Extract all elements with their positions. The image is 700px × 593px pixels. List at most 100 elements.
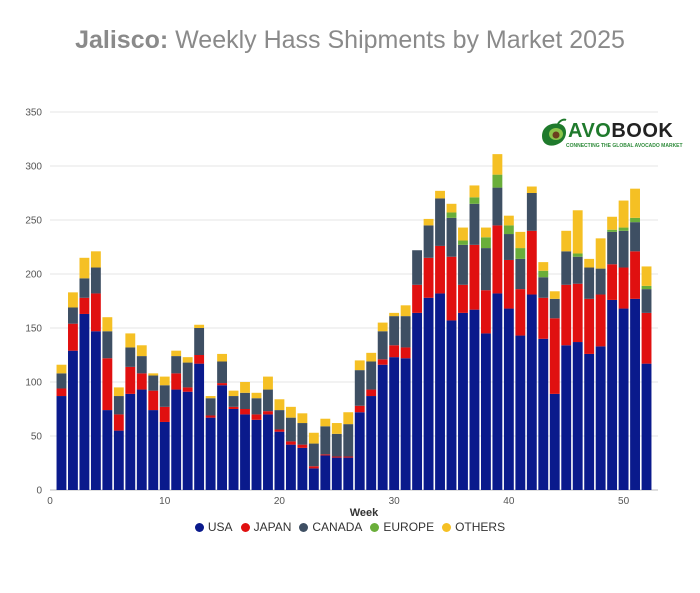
bar-usa-week-51 (630, 298, 640, 490)
bar-canada-week-17 (240, 392, 250, 409)
bar-usa-week-2 (68, 350, 78, 490)
bar-japan-week-33 (423, 257, 434, 298)
bar-japan-week-9 (148, 390, 159, 411)
bar-japan-week-32 (412, 284, 423, 313)
bar-others-week-13 (194, 324, 205, 328)
bar-usa-week-33 (423, 297, 434, 490)
bar-canada-week-42 (526, 193, 537, 231)
bar-europe-week-41 (515, 248, 526, 259)
bar-japan-week-36 (458, 284, 468, 313)
bar-japan-week-7 (125, 366, 136, 394)
bar-japan-week-44 (549, 318, 560, 394)
bar-europe-week-49 (607, 229, 618, 232)
y-tick-label: 350 (25, 108, 42, 119)
legend-label-others: OTHERS (455, 520, 506, 534)
bar-japan-week-26 (343, 456, 354, 458)
bar-others-week-50 (618, 200, 629, 228)
bar-japan-week-31 (400, 347, 411, 359)
bar-canada-week-9 (148, 375, 159, 391)
legend: USA JAPAN CANADA EUROPE OTHERS (0, 520, 700, 534)
bar-usa-week-8 (136, 389, 147, 490)
bar-others-week-39 (492, 154, 503, 175)
bar-usa-week-7 (125, 393, 136, 490)
chart-title-rest: Weekly Hass Shipments by Market 2025 (168, 26, 625, 54)
bar-japan-week-27 (354, 405, 365, 413)
bar-usa-week-37 (469, 309, 480, 490)
bar-japan-week-52 (641, 312, 652, 364)
avobook-logo: AVOBOOK CONNECTING THE GLOBAL AVOCADO MA… (538, 118, 683, 152)
bar-usa-week-40 (503, 308, 514, 490)
bar-japan-week-51 (630, 251, 640, 299)
bar-usa-week-11 (171, 389, 182, 490)
bar-usa-week-46 (572, 342, 583, 490)
bar-canada-week-25 (331, 433, 342, 457)
bar-japan-week-25 (331, 456, 342, 458)
bar-japan-week-11 (171, 373, 182, 390)
bar-japan-week-50 (618, 267, 629, 309)
bar-others-week-45 (561, 230, 572, 252)
bar-japan-week-20 (274, 429, 285, 432)
bar-canada-week-10 (159, 385, 170, 407)
bar-canada-week-33 (423, 225, 434, 258)
bar-others-week-4 (90, 251, 101, 268)
bar-japan-week-39 (492, 225, 503, 294)
bar-japan-week-13 (194, 355, 205, 364)
bar-japan-week-40 (503, 259, 514, 309)
bar-canada-week-40 (503, 234, 514, 260)
bar-usa-week-42 (526, 294, 537, 490)
y-tick-label: 150 (25, 324, 42, 335)
bar-japan-week-5 (102, 358, 113, 411)
bar-canada-week-41 (515, 258, 526, 290)
legend-item-others: OTHERS (442, 520, 505, 534)
bar-usa-week-5 (102, 410, 113, 490)
bar-others-week-8 (136, 345, 147, 357)
bar-others-week-26 (343, 412, 354, 425)
bar-others-week-2 (68, 292, 78, 308)
bar-canada-week-50 (618, 230, 629, 268)
bar-europe-week-40 (503, 225, 514, 235)
bar-others-week-31 (400, 305, 411, 317)
bar-japan-week-4 (90, 293, 101, 332)
bar-usa-week-26 (343, 457, 354, 490)
chart-title-prefix: Jalisco: (75, 26, 169, 54)
bar-japan-week-37 (469, 244, 480, 310)
bar-others-week-3 (79, 257, 90, 279)
bar-others-week-19 (263, 376, 273, 390)
bar-canada-week-45 (561, 251, 572, 285)
bar-japan-week-6 (113, 414, 124, 431)
logo-wordmark: AVOBOOK (568, 120, 673, 143)
bar-others-week-22 (297, 413, 308, 424)
bar-japan-week-17 (240, 409, 250, 415)
legend-dot-others (442, 523, 452, 532)
bar-others-week-28 (366, 352, 377, 362)
bar-japan-week-35 (446, 256, 457, 321)
y-tick-label: 50 (31, 432, 43, 443)
bar-canada-week-37 (469, 203, 480, 245)
bar-others-week-6 (113, 387, 124, 397)
bar-canada-week-19 (263, 389, 273, 412)
bar-canada-week-44 (549, 298, 560, 319)
bar-others-week-9 (148, 373, 159, 376)
bar-others-week-11 (171, 350, 182, 357)
bar-canada-week-38 (480, 248, 491, 291)
bar-others-week-48 (595, 238, 606, 269)
bar-others-week-38 (480, 227, 491, 238)
bar-japan-week-38 (480, 290, 491, 334)
bar-usa-week-21 (285, 444, 296, 490)
bar-usa-week-45 (561, 345, 572, 490)
bar-usa-week-52 (641, 363, 652, 490)
bar-others-week-1 (56, 364, 67, 374)
bar-usa-week-1 (56, 396, 67, 490)
bar-others-week-7 (125, 333, 136, 348)
x-tick-label: 30 (389, 496, 401, 507)
bar-japan-week-28 (366, 389, 377, 397)
y-tick-label: 0 (36, 486, 42, 497)
bar-usa-week-34 (435, 293, 445, 490)
bar-canada-week-15 (217, 361, 228, 384)
bar-usa-week-19 (263, 414, 273, 490)
bar-others-week-35 (446, 203, 457, 213)
legend-item-japan: JAPAN (240, 520, 291, 534)
bar-usa-week-35 (446, 320, 457, 490)
bar-usa-week-13 (194, 363, 205, 490)
